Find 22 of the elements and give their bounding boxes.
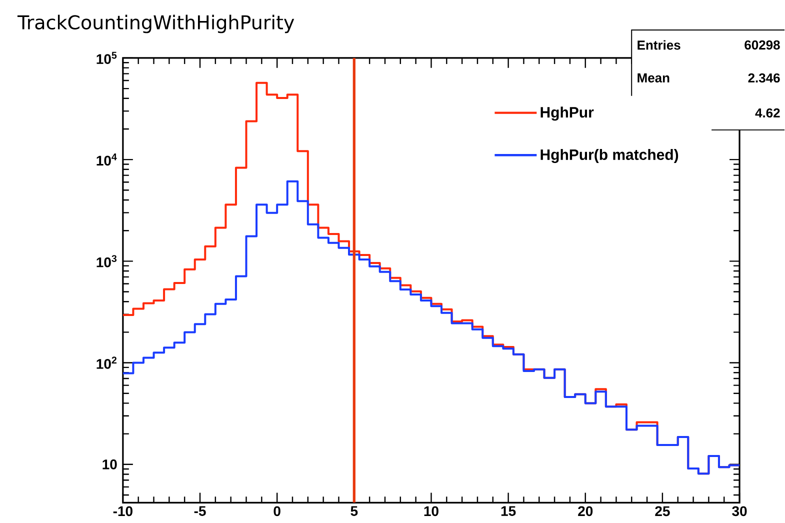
legend-label: HghPur(b matched) [540, 149, 678, 164]
chart-title: TrackCountingWithHighPurity [17, 14, 294, 34]
legend-label: HghPur [540, 106, 594, 121]
y-tick-label: 10$^{3}$ [96, 255, 117, 268]
text: 4.62 [755, 108, 780, 118]
x-tick-label: 5 [350, 506, 358, 516]
y-tick-label: 10$^{4}$ [96, 154, 117, 166]
text: 60298 [744, 40, 780, 50]
x-tick-label: 30 [732, 506, 747, 516]
x-tick-label: 20 [578, 506, 593, 516]
x-tick-label: -10 [113, 506, 132, 516]
x-tick-label: -5 [194, 506, 206, 516]
annotation: Mean [638, 74, 670, 83]
x-tick-label: 0 [274, 506, 280, 516]
text: Entries [638, 40, 680, 50]
x-tick-label: 15 [501, 506, 516, 516]
x-tick-label: 10 [424, 506, 438, 516]
y-tick-label: 10$^{5}$ [96, 52, 117, 64]
x-tick-label: 25 [655, 506, 670, 516]
y-tick-label: 10$^{2}$ [96, 356, 117, 370]
text: 2.346 [748, 74, 780, 83]
y-tick-label: 10 [102, 460, 117, 470]
